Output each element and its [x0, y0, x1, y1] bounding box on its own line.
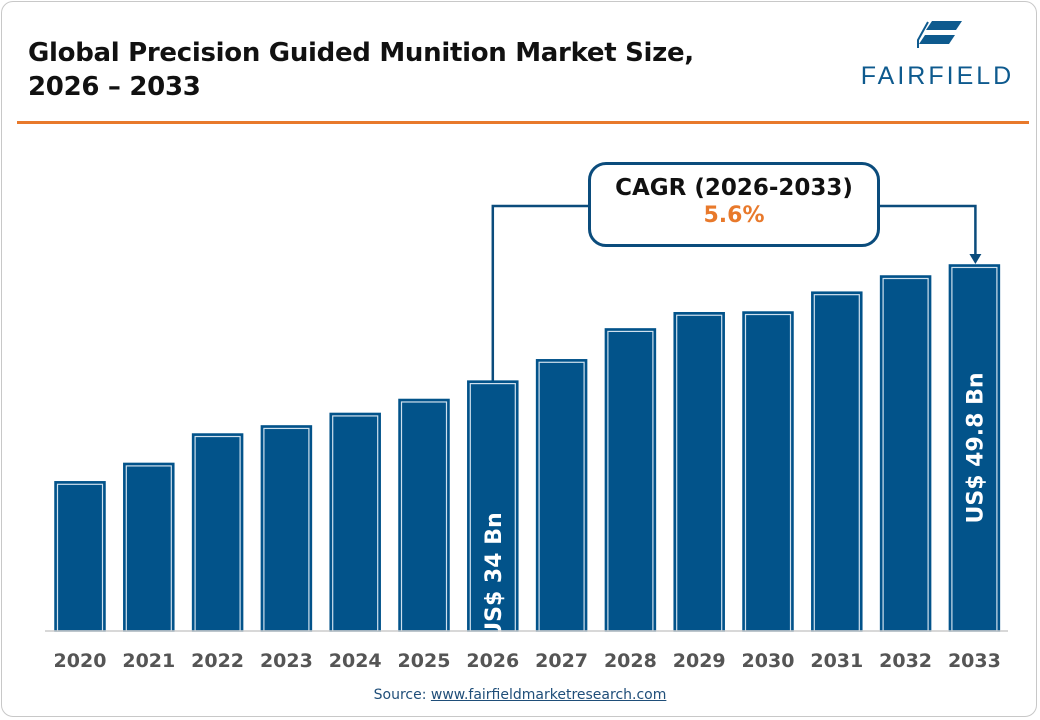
x-tick-2028: 2028 [604, 650, 657, 672]
chart-title: Global Precision Guided Munition Market … [28, 36, 694, 104]
bar-2032 [879, 275, 932, 632]
title-line-1: Global Precision Guided Munition Market … [28, 38, 694, 68]
title-line-2: 2026 – 2033 [28, 72, 201, 102]
x-tick-2027: 2027 [535, 650, 588, 672]
bar-2028 [604, 328, 657, 632]
x-tick-2033: 2033 [948, 650, 1001, 672]
bar-2029 [673, 311, 725, 632]
cagr-callout: CAGR (2026-2033) 5.6% [588, 162, 880, 247]
bar-2025 [398, 398, 450, 632]
x-tick-2029: 2029 [673, 650, 726, 672]
cagr-connector-left [491, 204, 590, 382]
bar-2023 [260, 425, 313, 632]
data-label-2026: US$ 34 Bn [482, 512, 507, 639]
x-tick-2022: 2022 [191, 650, 244, 672]
x-tick-2020: 2020 [54, 650, 107, 672]
bar-2031 [811, 291, 863, 632]
bar-2024 [329, 412, 381, 632]
bar-2026 [467, 380, 519, 632]
arrow-down-icon [969, 253, 982, 264]
x-tick-2032: 2032 [879, 650, 932, 672]
x-tick-2023: 2023 [260, 650, 313, 672]
x-tick-2021: 2021 [122, 650, 175, 672]
bar-2021 [123, 462, 175, 632]
data-label-2033: US$ 49.8 Bn [963, 372, 988, 523]
x-tick-2030: 2030 [742, 650, 795, 672]
bar-2030 [742, 311, 794, 632]
source-link[interactable]: www.fairfieldmarketresearch.com [430, 687, 667, 703]
logo-mark-icon [917, 21, 962, 48]
bar-2020 [54, 481, 106, 632]
x-tick-2024: 2024 [329, 650, 382, 672]
x-tick-2025: 2025 [398, 650, 451, 672]
bar-2022 [191, 433, 244, 632]
source-prefix: Source: [373, 687, 431, 703]
cagr-value: 5.6% [703, 203, 765, 228]
cagr-connector-right [878, 204, 977, 255]
source-note: Source: www.fairfieldmarketresearch.com [0, 687, 1040, 703]
x-tick-2031: 2031 [810, 650, 863, 672]
x-tick-2026: 2026 [466, 650, 519, 672]
header-divider [17, 121, 1029, 124]
cagr-label: CAGR (2026-2033) [615, 175, 853, 201]
logo-text: FAIRFIELD [860, 62, 1015, 90]
fairfield-logo: FAIRFIELD [850, 18, 1025, 93]
bar-2027 [535, 359, 588, 632]
